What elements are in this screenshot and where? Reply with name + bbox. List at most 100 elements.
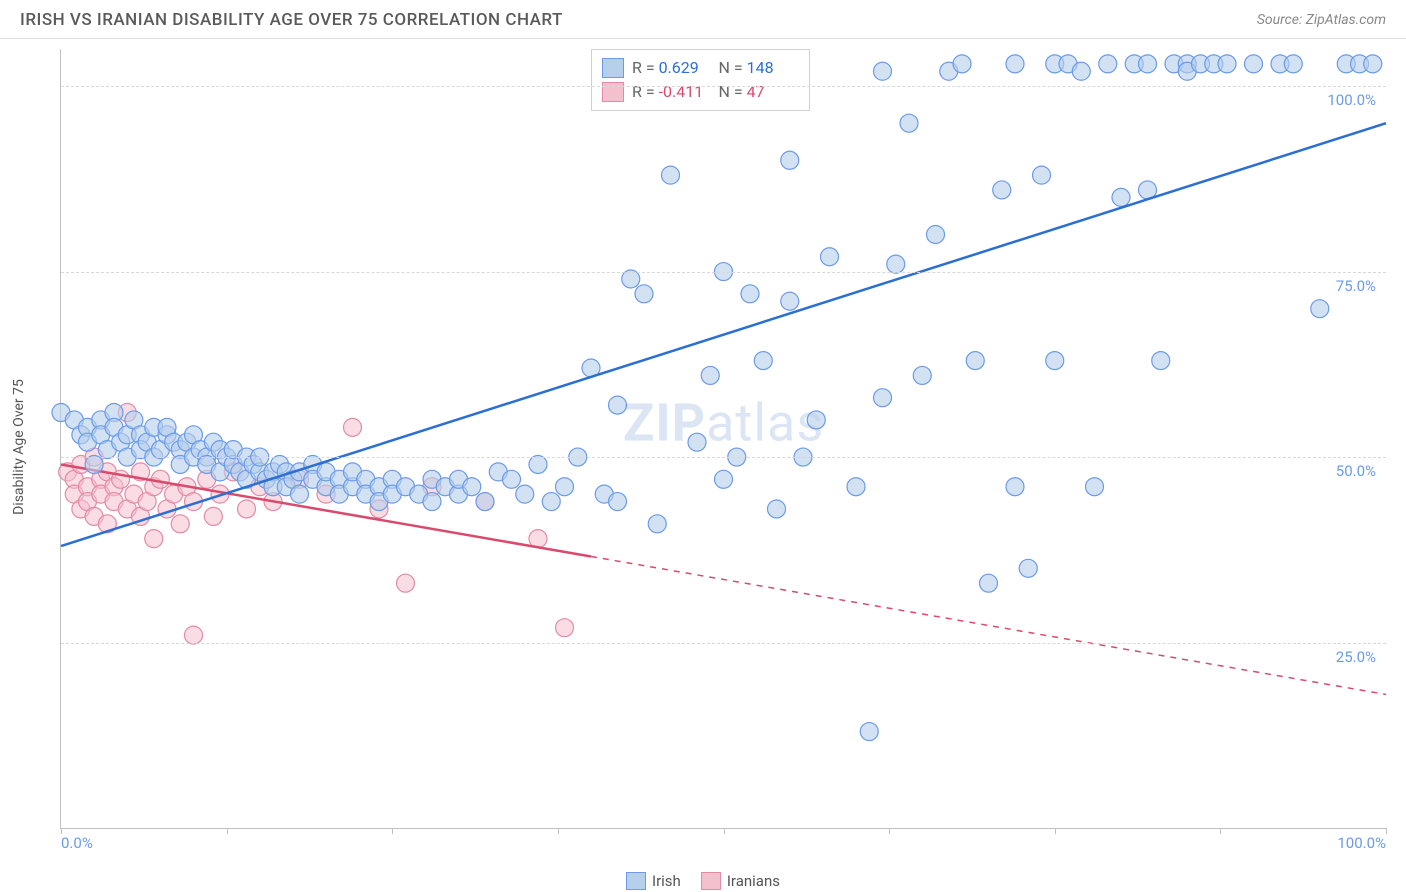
irish-point	[807, 411, 825, 429]
irish-point	[635, 285, 653, 303]
gridline	[61, 457, 1386, 458]
irish-point	[847, 478, 865, 496]
iranians-point	[238, 500, 256, 518]
irish-point	[1311, 300, 1329, 318]
irish-point	[715, 470, 733, 488]
irish-point	[516, 485, 534, 503]
irish-point	[821, 248, 839, 266]
irish-point	[1152, 352, 1170, 370]
irish-point	[463, 478, 481, 496]
irish-point	[1284, 55, 1302, 73]
irish-point	[980, 574, 998, 592]
y-tick-label: 25.0%	[1336, 648, 1376, 666]
chart-title: IRISH VS IRANIAN DISABILITY AGE OVER 75 …	[20, 10, 563, 30]
irish-point	[781, 292, 799, 310]
irish-point	[1006, 55, 1024, 73]
gridline	[61, 643, 1386, 644]
legend-label-iranians: Iranians	[727, 872, 780, 890]
irish-point	[542, 493, 560, 511]
stats-values-irish: R = 0.629 N = 148	[632, 56, 799, 80]
irish-point	[609, 493, 627, 511]
irish-point	[1364, 55, 1382, 73]
x-tick	[889, 828, 890, 834]
irish-point	[927, 225, 945, 243]
stats-row-iranians: R = -0.411 N = 47	[602, 80, 799, 104]
irish-point	[1218, 55, 1236, 73]
chart-plot-area: Disability Age Over 75 ZIPatlas R = 0.62…	[60, 49, 1386, 829]
iranians-point	[151, 470, 169, 488]
stats-values-iranians: R = -0.411 N = 47	[632, 80, 799, 104]
x-tick	[1220, 828, 1221, 834]
irish-point	[860, 723, 878, 741]
irish-point	[741, 285, 759, 303]
irish-point	[1112, 188, 1130, 206]
irish-point	[874, 389, 892, 407]
irish-point	[1099, 55, 1117, 73]
irish-point	[754, 352, 772, 370]
iranians-swatch	[602, 82, 624, 102]
iranians-point	[185, 626, 203, 644]
irish-point	[1006, 478, 1024, 496]
correlation-stats-box: R = 0.629 N = 148R = -0.411 N = 47	[591, 49, 810, 111]
iranians-point	[171, 515, 189, 533]
irish-point	[556, 478, 574, 496]
irish-point	[291, 485, 309, 503]
x-tick	[227, 828, 228, 834]
irish-swatch	[602, 58, 624, 78]
irish-point	[609, 396, 627, 414]
gridline	[61, 86, 1386, 87]
irish-point	[913, 366, 931, 384]
irish-point	[953, 55, 971, 73]
irish-point	[701, 366, 719, 384]
gridline	[61, 272, 1386, 273]
x-tick	[1386, 828, 1387, 834]
irish-point	[781, 151, 799, 169]
legend-swatch-iranians	[701, 872, 721, 890]
irish-point	[622, 270, 640, 288]
iranians-point	[556, 619, 574, 637]
legend-swatch-irish	[626, 872, 646, 890]
irish-point	[529, 455, 547, 473]
x-tick-label: 0.0%	[61, 834, 93, 852]
y-axis-label: Disability Age Over 75	[11, 379, 27, 515]
x-tick	[392, 828, 393, 834]
irish-point	[85, 455, 103, 473]
chart-header: IRISH VS IRANIAN DISABILITY AGE OVER 75 …	[0, 0, 1406, 39]
stats-row-irish: R = 0.629 N = 148	[602, 56, 799, 80]
irish-point	[648, 515, 666, 533]
iranians-point	[344, 418, 362, 436]
iranians-point	[204, 507, 222, 525]
irish-point	[966, 352, 984, 370]
scatter-svg	[61, 49, 1386, 828]
chart-legend: Irish Iranians	[0, 872, 1406, 890]
irish-point	[503, 470, 521, 488]
irish-point	[768, 500, 786, 518]
irish-point	[1019, 559, 1037, 577]
irish-point	[688, 433, 706, 451]
x-tick	[558, 828, 559, 834]
irish-point	[900, 114, 918, 132]
legend-label-irish: Irish	[652, 872, 681, 890]
irish-point	[1072, 62, 1090, 80]
irish-point	[887, 255, 905, 273]
irish-point	[1086, 478, 1104, 496]
iranians-point	[145, 530, 163, 548]
irish-point	[993, 181, 1011, 199]
y-tick-label: 75.0%	[1336, 277, 1376, 295]
irish-point	[874, 62, 892, 80]
iranians-point	[397, 574, 415, 592]
irish-point	[423, 493, 441, 511]
irish-point	[662, 166, 680, 184]
legend-item-iranians: Iranians	[701, 872, 780, 890]
irish-point	[1046, 352, 1064, 370]
irish-point	[476, 493, 494, 511]
legend-item-irish: Irish	[626, 872, 681, 890]
chart-source: Source: ZipAtlas.com	[1257, 12, 1386, 28]
x-tick-label: 100.0%	[1337, 834, 1386, 852]
irish-point	[1245, 55, 1263, 73]
x-tick	[1055, 828, 1056, 834]
x-tick	[724, 828, 725, 834]
irish-point	[1139, 55, 1157, 73]
irish-point	[1033, 166, 1051, 184]
y-tick-label: 50.0%	[1336, 462, 1376, 480]
